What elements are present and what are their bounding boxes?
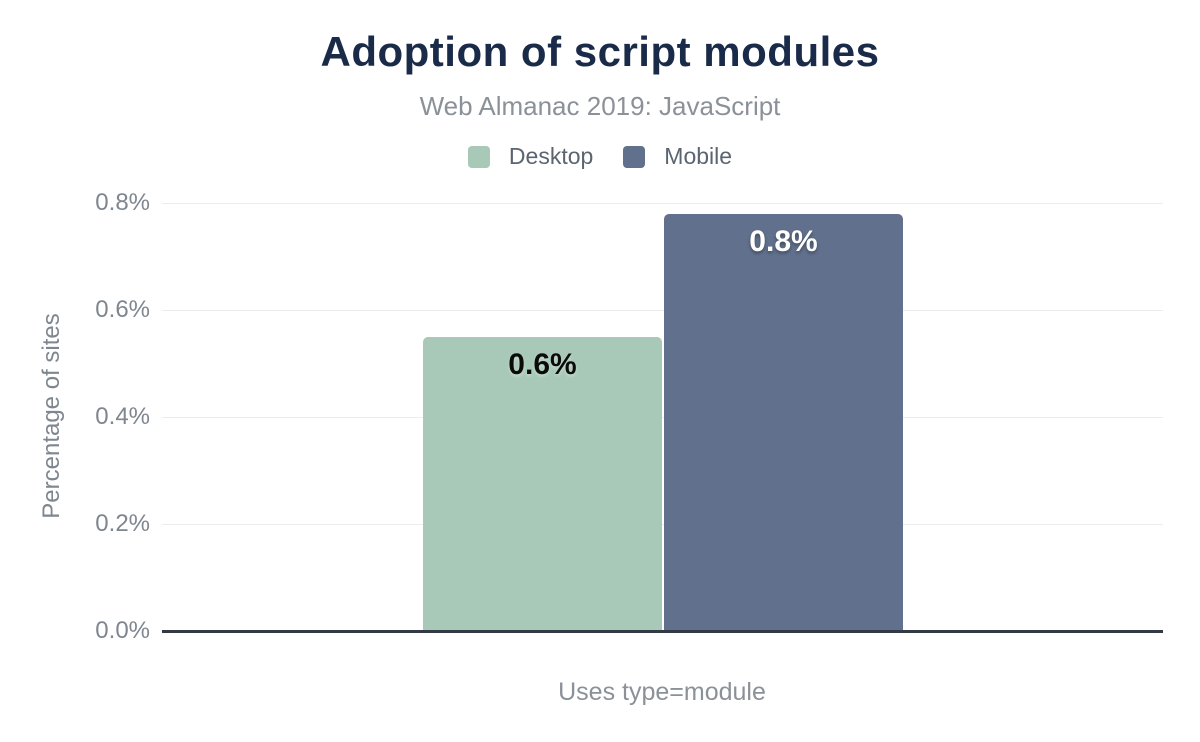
gridline (162, 524, 1163, 525)
legend-item-desktop: Desktop (467, 143, 594, 170)
legend-item-mobile: Mobile (623, 143, 732, 170)
legend-swatch-desktop (467, 145, 490, 168)
legend-label-desktop: Desktop (508, 143, 594, 169)
bar-value-label-desktop: 0.6% (508, 348, 577, 381)
bar-desktop: 0.6% (423, 337, 662, 631)
y-tick-label: 0.8% (95, 189, 150, 216)
gridline (162, 203, 1163, 204)
legend-swatch-mobile (623, 145, 646, 168)
y-tick-label: 0.6% (95, 296, 150, 323)
chart-subtitle: Web Almanac 2019: JavaScript (419, 91, 781, 121)
chart-title: Adoption of script modules (320, 28, 880, 75)
bar-value-label-mobile: 0.8% (749, 225, 818, 258)
bar-mobile: 0.8% (664, 214, 903, 631)
y-tick-label: 0.2% (95, 510, 150, 537)
y-axis-title: Percentage of sites (38, 313, 65, 519)
legend-label-mobile: Mobile (664, 143, 733, 169)
x-axis-title: Uses type=module (558, 678, 766, 706)
gridline (162, 310, 1163, 311)
y-tick-label: 0.0% (95, 617, 150, 644)
gridline (162, 417, 1163, 418)
chart-legend: Desktop Mobile (0, 143, 1200, 170)
x-axis-baseline (162, 630, 1163, 633)
y-tick-label: 0.4% (95, 403, 150, 430)
